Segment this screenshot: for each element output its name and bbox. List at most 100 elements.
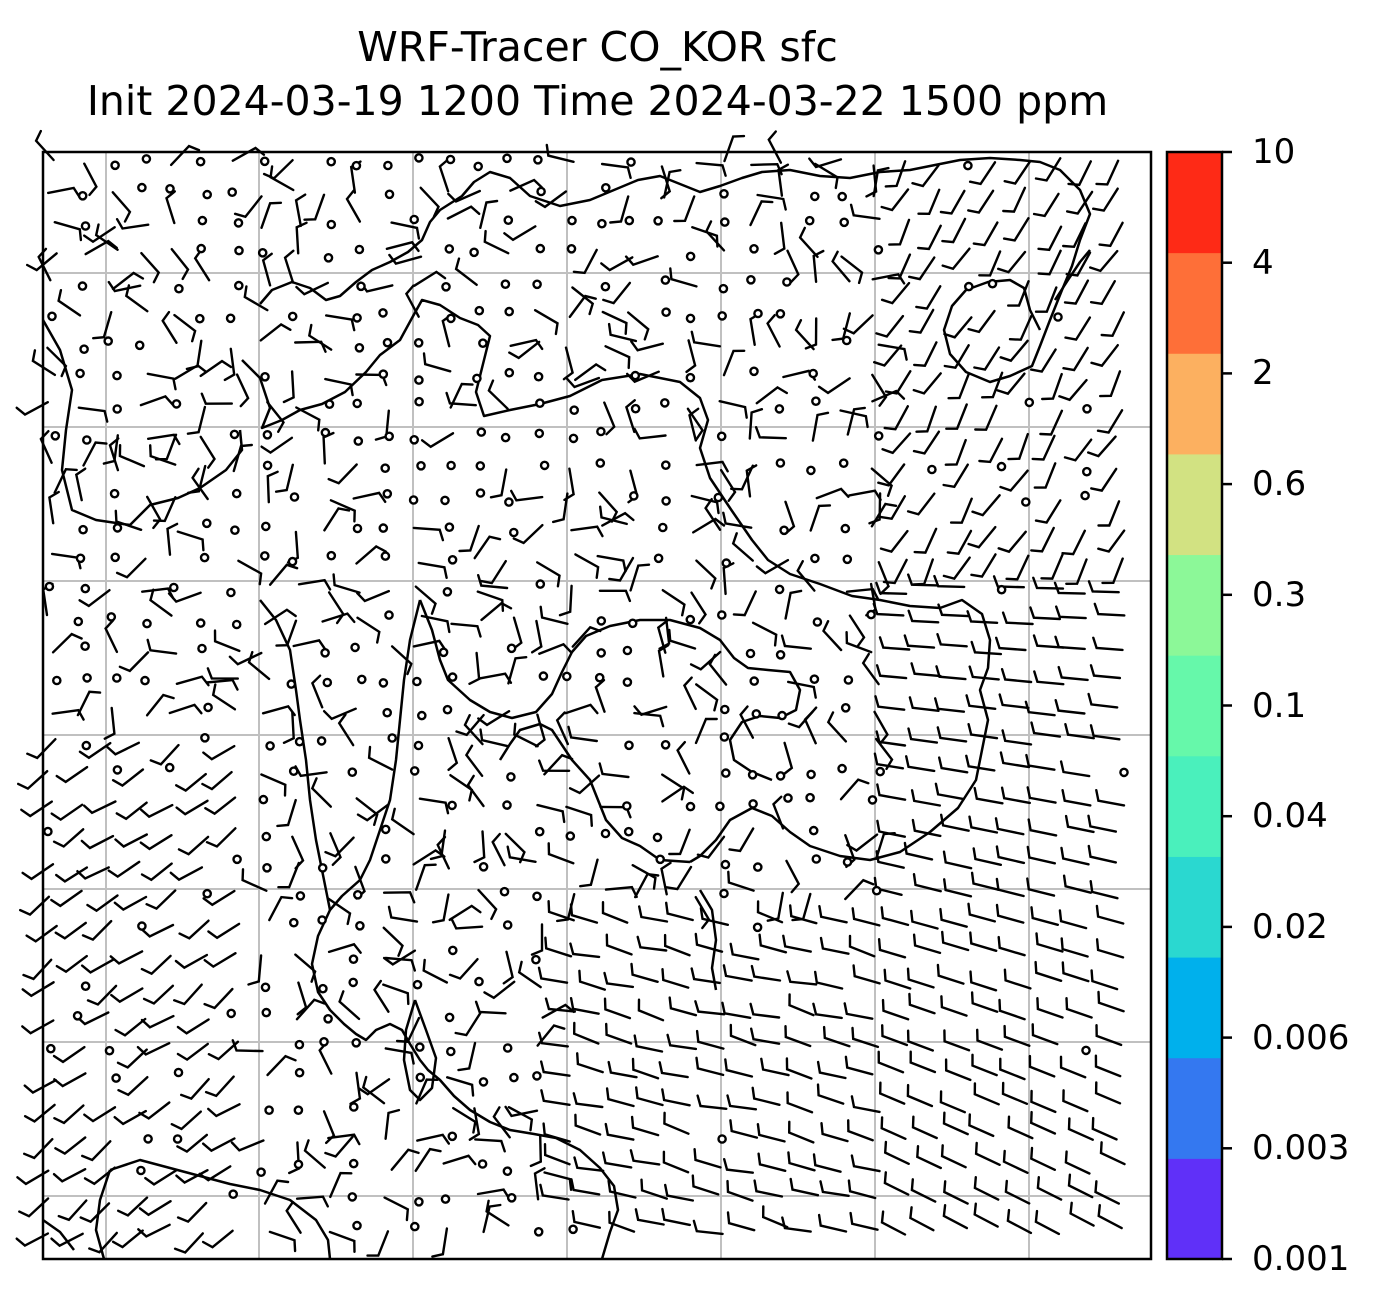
wind-barb xyxy=(694,932,724,953)
calm-wind-marker xyxy=(447,1131,458,1142)
wind-barb xyxy=(168,703,203,715)
wind-barb xyxy=(664,1183,694,1202)
wind-barb xyxy=(385,240,420,253)
wind-barb xyxy=(851,1026,880,1049)
wind-barb xyxy=(934,697,966,713)
wind-barb xyxy=(57,289,82,317)
wind-barb xyxy=(448,958,479,980)
wind-barb xyxy=(727,870,755,892)
wind-barb xyxy=(540,1060,571,1077)
wind-barb xyxy=(1030,906,1059,926)
wind-barb xyxy=(107,280,142,293)
wind-barb xyxy=(1003,968,1032,990)
calm-wind-marker xyxy=(287,311,298,322)
wind-barb xyxy=(1067,1117,1094,1141)
wind-barb xyxy=(1059,760,1091,778)
wind-barb xyxy=(34,129,55,162)
calm-wind-marker xyxy=(502,153,512,164)
wind-barb xyxy=(106,741,140,756)
wind-barb xyxy=(207,1103,241,1118)
wind-barb xyxy=(176,1201,208,1224)
calm-wind-marker xyxy=(721,768,731,778)
wind-barb xyxy=(940,1144,967,1169)
wind-barb xyxy=(609,195,630,224)
wind-barb xyxy=(798,226,819,258)
wind-barb xyxy=(831,250,851,283)
wind-barb xyxy=(971,1053,998,1077)
calm-wind-marker xyxy=(445,154,456,165)
wind-barb xyxy=(303,1139,326,1169)
wind-barb xyxy=(693,1148,722,1169)
wind-barb xyxy=(544,936,573,958)
wind-barb xyxy=(223,347,236,382)
calm-wind-marker xyxy=(326,550,337,561)
wind-barb xyxy=(877,561,890,595)
wind-barb xyxy=(673,195,696,223)
wind-barb xyxy=(605,933,633,956)
wind-barb xyxy=(233,195,263,219)
wind-barb xyxy=(876,819,906,838)
wind-barb xyxy=(936,633,968,648)
wind-barb xyxy=(682,676,697,711)
wind-barb xyxy=(543,753,574,776)
wind-barb xyxy=(322,707,357,721)
wind-barb xyxy=(909,1050,937,1074)
wind-barb xyxy=(140,923,175,938)
wind-barb xyxy=(382,926,404,957)
calm-wind-marker xyxy=(80,641,90,652)
wind-barb xyxy=(149,444,177,466)
wind-barb xyxy=(357,1078,391,1096)
wind-barb xyxy=(967,525,997,549)
calm-wind-marker xyxy=(506,772,516,782)
calm-wind-marker xyxy=(231,488,242,499)
wind-barb xyxy=(446,205,481,220)
colorbar-segment xyxy=(1167,453,1222,556)
wind-barb xyxy=(916,1145,942,1170)
calm-wind-marker xyxy=(352,313,362,323)
wind-barb xyxy=(173,313,197,343)
wind-barb xyxy=(268,1230,297,1253)
calm-wind-marker xyxy=(109,488,120,499)
wind-barb xyxy=(114,833,148,848)
wind-barb xyxy=(695,1029,725,1050)
calm-wind-marker xyxy=(474,305,485,316)
wind-barb xyxy=(992,575,1025,589)
wind-barb xyxy=(602,281,632,305)
wind-barb xyxy=(753,1179,784,1198)
wind-barb xyxy=(445,391,477,407)
wind-barb xyxy=(938,756,969,774)
colorbar-tick-label: 0.02 xyxy=(1252,906,1328,947)
wind-barb xyxy=(53,1104,85,1125)
wind-barb xyxy=(972,847,1002,866)
calm-wind-marker xyxy=(532,279,542,290)
wind-barb xyxy=(908,696,940,712)
wind-barb xyxy=(174,363,208,380)
wind-barb xyxy=(1006,1208,1033,1235)
wind-barb xyxy=(995,636,1027,652)
wind-barb xyxy=(978,437,1004,464)
calm-wind-marker xyxy=(352,1220,362,1231)
calm-wind-marker xyxy=(414,153,424,163)
calm-wind-marker xyxy=(351,1038,362,1048)
wind-barb xyxy=(936,963,965,985)
wind-barb xyxy=(911,1115,938,1140)
calm-wind-marker xyxy=(532,891,542,902)
wind-barb xyxy=(1101,557,1124,585)
wind-barb xyxy=(910,909,939,930)
wind-barb xyxy=(1095,789,1126,807)
wind-barb xyxy=(86,894,119,913)
calm-wind-marker xyxy=(444,522,455,533)
wind-barb xyxy=(327,897,352,926)
wind-barb xyxy=(419,186,440,218)
calm-wind-marker xyxy=(82,673,92,683)
calm-wind-marker xyxy=(622,645,633,656)
wind-barb xyxy=(688,407,700,442)
wind-barb xyxy=(569,997,600,1015)
wind-barb xyxy=(533,1167,546,1201)
wind-barb xyxy=(530,923,544,956)
wind-barb xyxy=(51,708,85,721)
calm-wind-marker xyxy=(717,610,727,620)
calm-wind-marker xyxy=(808,825,819,836)
wind-barb xyxy=(176,530,205,552)
wind-barb xyxy=(907,609,940,624)
